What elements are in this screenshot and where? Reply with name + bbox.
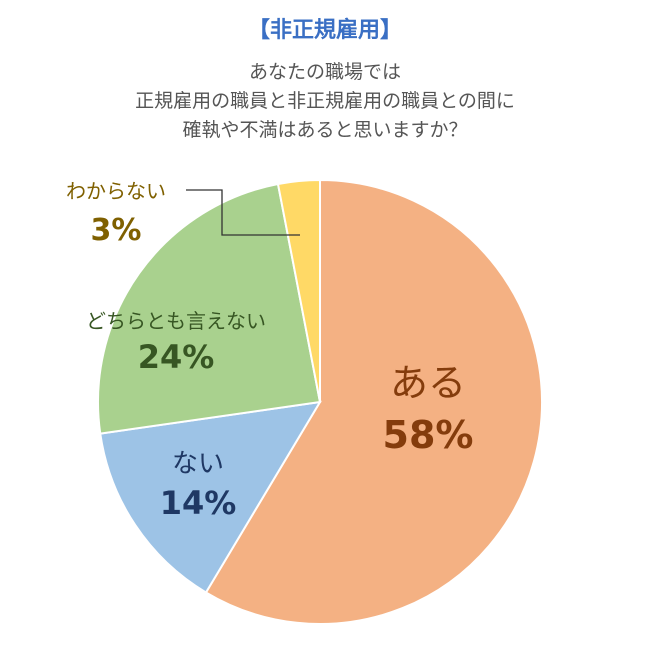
pie-slice-aru xyxy=(204,178,543,625)
chart-category-tag: 【非正規雇用】 xyxy=(247,18,402,43)
question-line-1: あなたの職場では xyxy=(248,61,401,83)
pie-slice-nai xyxy=(99,400,322,594)
question-line-2: 正規雇用の職員と非正規雇用の職員との間に xyxy=(135,90,515,112)
slice-value-wakaranai: 3% xyxy=(91,213,142,248)
question-line-3: 確執や不満はあると思いますか？ xyxy=(182,119,468,141)
slice-value-nai: 14% xyxy=(160,484,237,522)
slice-label-wakaranai: わからない xyxy=(66,179,166,203)
slice-label-dochira: どちらとも言えない xyxy=(86,309,266,333)
pie-slice-dochira xyxy=(97,182,322,435)
slice-label-nai: ない xyxy=(172,449,224,479)
slice-label-aru: ある xyxy=(390,361,466,405)
pie-labels: ある 58% ない 14% どちらとも言えない 24% わからない 3% xyxy=(66,179,473,522)
pie-slices xyxy=(97,178,543,625)
slice-value-dochira: 24% xyxy=(138,338,215,376)
chart-question: あなたの職場では 正規雇用の職員と非正規雇用の職員との間に 確執や不満はあると思… xyxy=(0,58,650,145)
slice-value-aru: 58% xyxy=(383,413,474,457)
leader-line-wakaranai xyxy=(186,189,300,236)
